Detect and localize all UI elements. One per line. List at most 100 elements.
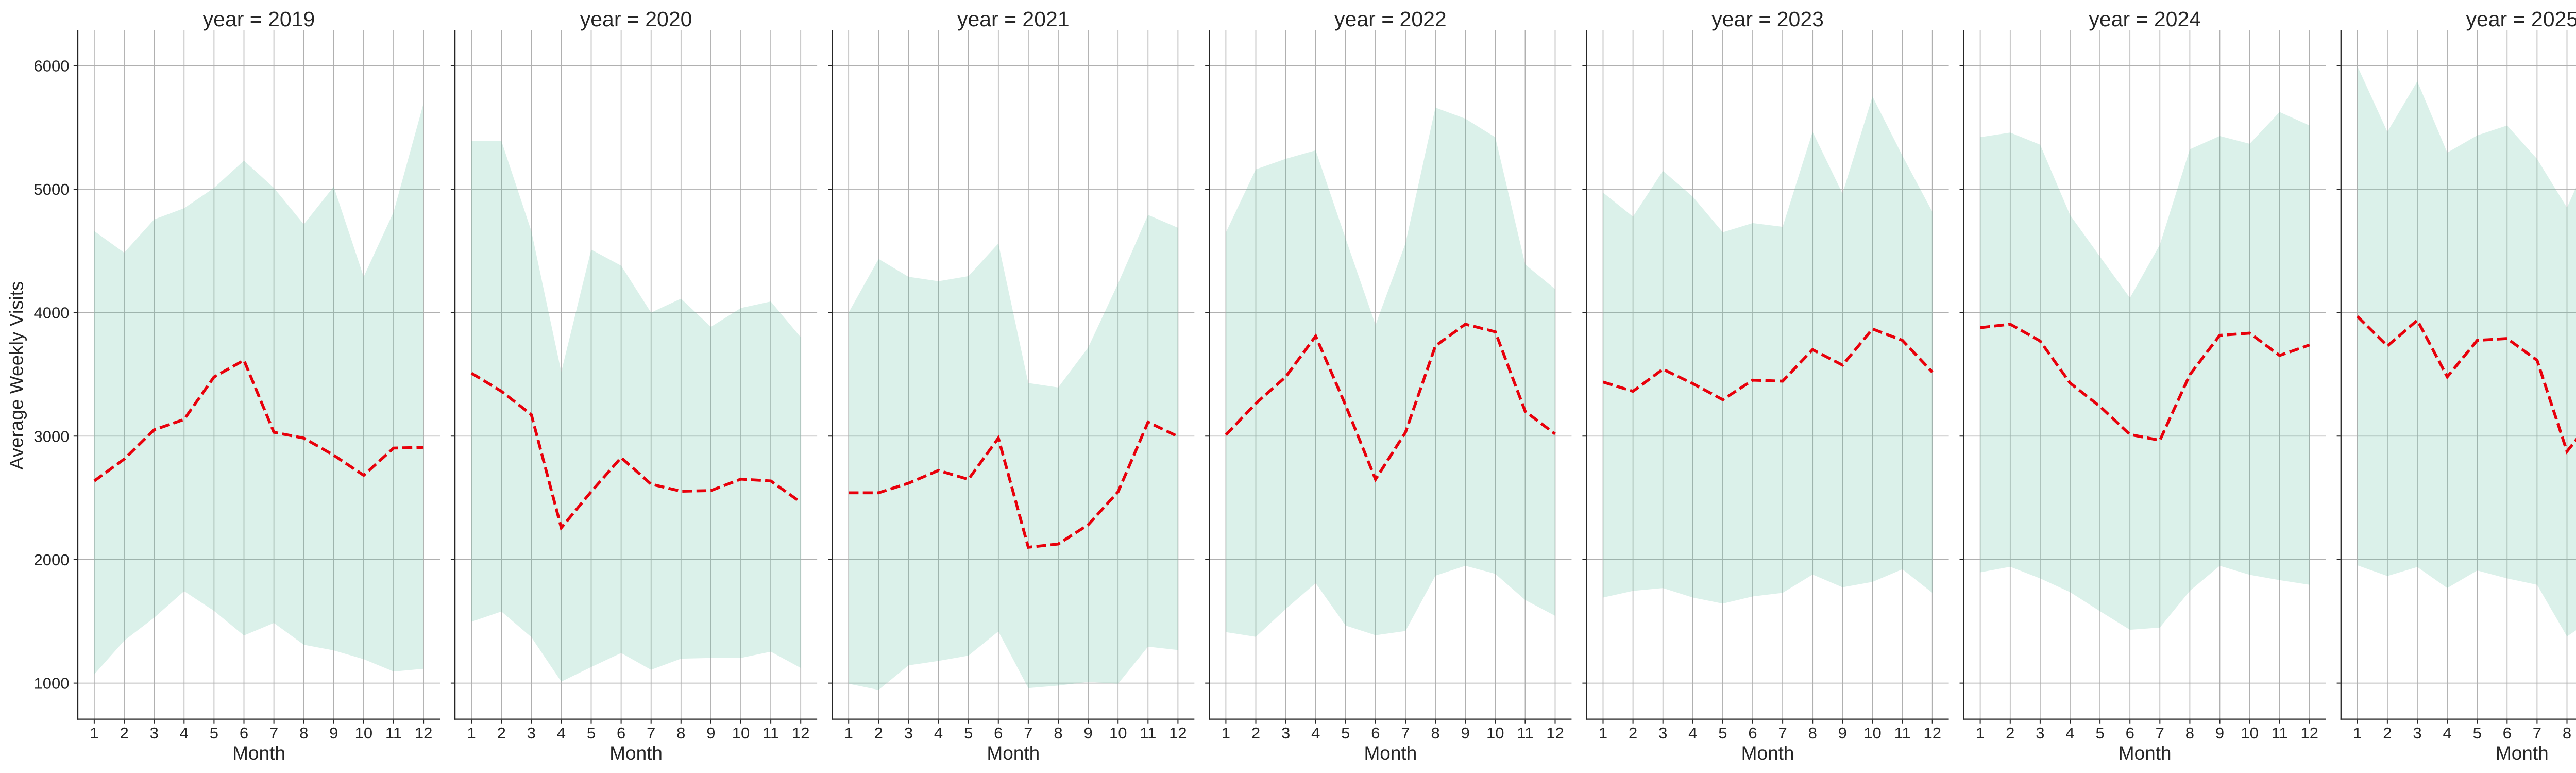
svg-text:2: 2: [497, 724, 506, 742]
svg-text:year = 2019: year = 2019: [203, 7, 315, 31]
svg-text:12: 12: [792, 724, 809, 742]
svg-text:5: 5: [210, 724, 218, 742]
svg-text:6: 6: [617, 724, 625, 742]
svg-text:10: 10: [732, 724, 750, 742]
svg-text:12: 12: [1546, 724, 1564, 742]
svg-text:9: 9: [329, 724, 338, 742]
svg-text:7: 7: [2156, 724, 2164, 742]
svg-text:11: 11: [1140, 724, 1156, 742]
svg-text:5000: 5000: [34, 180, 70, 198]
svg-text:1: 1: [1599, 724, 1607, 742]
svg-text:Average Weekly Visits: Average Weekly Visits: [6, 281, 27, 470]
svg-text:3: 3: [150, 724, 159, 742]
svg-text:5: 5: [2473, 724, 2482, 742]
svg-text:9: 9: [706, 724, 715, 742]
svg-text:9: 9: [2215, 724, 2224, 742]
svg-text:3000: 3000: [34, 427, 70, 445]
svg-text:1: 1: [844, 724, 853, 742]
svg-text:year = 2022: year = 2022: [1334, 7, 1447, 31]
svg-text:4: 4: [180, 724, 189, 742]
svg-text:2: 2: [1629, 724, 1637, 742]
svg-text:year = 2025: year = 2025: [2466, 7, 2576, 31]
svg-text:6: 6: [1748, 724, 1757, 742]
svg-text:3: 3: [1281, 724, 1290, 742]
svg-text:6: 6: [2503, 724, 2512, 742]
svg-text:10: 10: [1863, 724, 1881, 742]
svg-text:2: 2: [2383, 724, 2392, 742]
svg-text:3: 3: [904, 724, 913, 742]
svg-text:Month: Month: [232, 743, 285, 764]
svg-text:1: 1: [467, 724, 476, 742]
svg-text:8: 8: [1431, 724, 1439, 742]
svg-text:2000: 2000: [34, 551, 70, 569]
svg-text:7: 7: [1778, 724, 1787, 742]
svg-text:8: 8: [1808, 724, 1817, 742]
svg-text:Month: Month: [2119, 743, 2172, 764]
svg-text:7: 7: [1401, 724, 1410, 742]
svg-text:Month: Month: [1364, 743, 1417, 764]
svg-text:8: 8: [676, 724, 685, 742]
svg-text:Month: Month: [1741, 743, 1794, 764]
svg-text:7: 7: [269, 724, 278, 742]
svg-text:4: 4: [1311, 724, 1320, 742]
svg-text:10: 10: [2241, 724, 2258, 742]
svg-text:11: 11: [2272, 724, 2288, 742]
svg-text:12: 12: [415, 724, 432, 742]
svg-text:11: 11: [1894, 724, 1911, 742]
svg-text:9: 9: [1083, 724, 1092, 742]
svg-text:Month: Month: [987, 743, 1040, 764]
svg-text:3: 3: [2036, 724, 2044, 742]
svg-text:10: 10: [1486, 724, 1504, 742]
svg-text:year = 2020: year = 2020: [580, 7, 692, 31]
svg-text:5: 5: [964, 724, 973, 742]
svg-text:9: 9: [1461, 724, 1470, 742]
svg-text:4: 4: [2443, 724, 2451, 742]
svg-text:11: 11: [1517, 724, 1533, 742]
svg-text:6000: 6000: [34, 57, 70, 75]
svg-text:1000: 1000: [34, 675, 70, 693]
svg-text:Month: Month: [609, 743, 663, 764]
svg-text:8: 8: [2563, 724, 2571, 742]
svg-text:12: 12: [2301, 724, 2318, 742]
svg-text:1: 1: [1222, 724, 1230, 742]
svg-text:6: 6: [240, 724, 248, 742]
svg-text:year = 2023: year = 2023: [1711, 7, 1824, 31]
svg-text:year = 2024: year = 2024: [2089, 7, 2201, 31]
svg-text:4: 4: [934, 724, 943, 742]
svg-text:9: 9: [1838, 724, 1847, 742]
svg-text:1: 1: [2353, 724, 2362, 742]
svg-text:8: 8: [2185, 724, 2194, 742]
svg-text:4: 4: [2065, 724, 2074, 742]
svg-text:2: 2: [2006, 724, 2014, 742]
svg-text:11: 11: [762, 724, 779, 742]
svg-text:4: 4: [557, 724, 566, 742]
svg-text:4000: 4000: [34, 304, 70, 322]
svg-text:2: 2: [120, 724, 128, 742]
svg-text:8: 8: [299, 724, 308, 742]
svg-text:3: 3: [2413, 724, 2421, 742]
svg-text:5: 5: [1341, 724, 1350, 742]
svg-text:12: 12: [1169, 724, 1187, 742]
svg-text:6: 6: [2126, 724, 2134, 742]
svg-text:Month: Month: [2496, 743, 2549, 764]
svg-text:3: 3: [1658, 724, 1667, 742]
svg-text:8: 8: [1054, 724, 1062, 742]
svg-text:2: 2: [1251, 724, 1260, 742]
svg-text:5: 5: [1718, 724, 1727, 742]
svg-text:7: 7: [647, 724, 655, 742]
svg-text:11: 11: [385, 724, 402, 742]
svg-text:7: 7: [1024, 724, 1032, 742]
svg-text:4: 4: [1688, 724, 1697, 742]
svg-text:2: 2: [874, 724, 883, 742]
svg-text:6: 6: [1371, 724, 1380, 742]
svg-text:3: 3: [527, 724, 536, 742]
svg-text:12: 12: [1923, 724, 1941, 742]
svg-text:5: 5: [587, 724, 596, 742]
svg-text:1: 1: [90, 724, 98, 742]
svg-text:1: 1: [1976, 724, 1985, 742]
svg-text:10: 10: [355, 724, 372, 742]
svg-text:year = 2021: year = 2021: [957, 7, 1070, 31]
svg-text:5: 5: [2095, 724, 2104, 742]
svg-text:6: 6: [994, 724, 1003, 742]
svg-text:10: 10: [1109, 724, 1127, 742]
